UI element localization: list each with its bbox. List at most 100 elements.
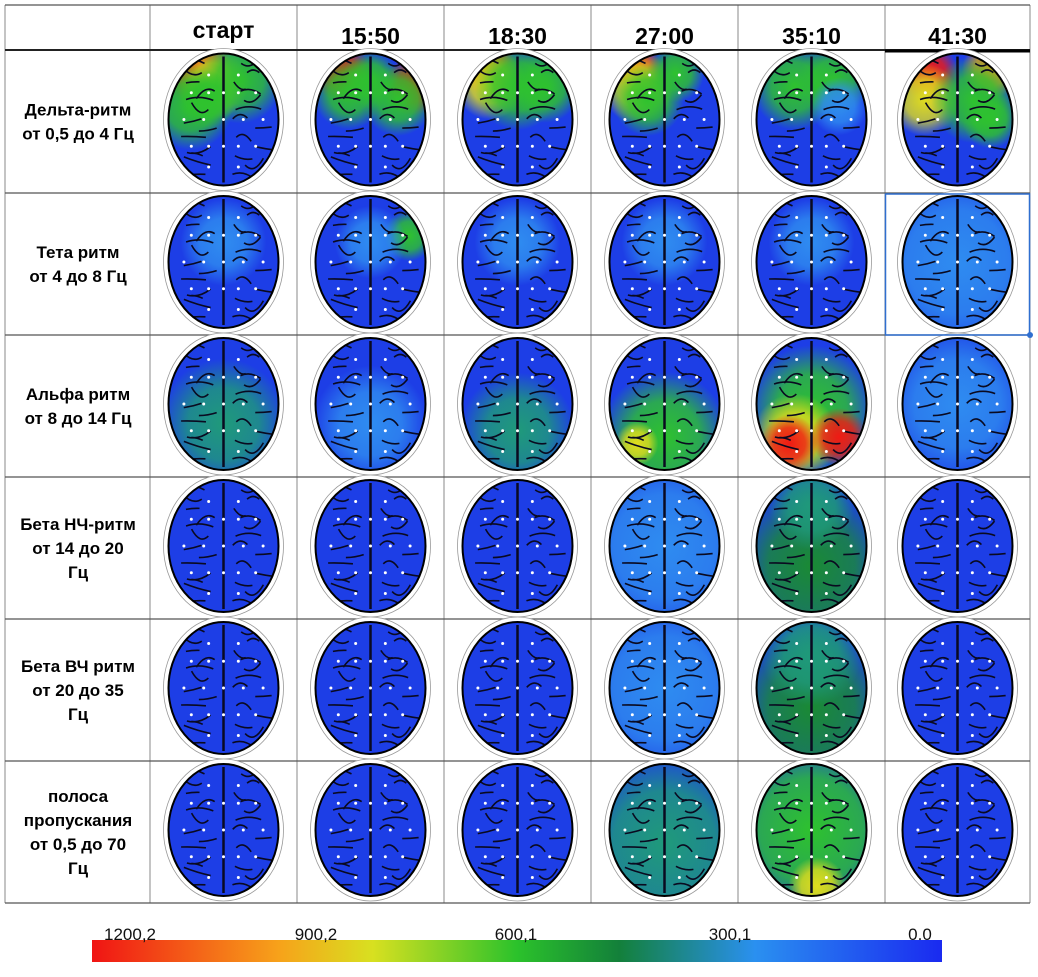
electrode bbox=[516, 517, 519, 521]
brain-sulcus bbox=[477, 402, 496, 409]
electrode bbox=[189, 801, 193, 805]
brain-map bbox=[604, 616, 725, 760]
electrode bbox=[824, 375, 828, 379]
brain-map bbox=[897, 48, 1018, 191]
electrode bbox=[501, 659, 505, 663]
electrode bbox=[354, 375, 358, 379]
brain-sulcus bbox=[968, 439, 987, 445]
scale-label: 900,2 bbox=[295, 925, 338, 944]
brain-sulcus bbox=[771, 686, 790, 693]
electrode bbox=[829, 686, 833, 690]
brain-sulcus bbox=[676, 844, 693, 853]
brain-sulcus bbox=[246, 495, 260, 500]
brain-sulcus bbox=[626, 665, 655, 670]
electrode bbox=[936, 544, 940, 548]
brain-sulcus bbox=[917, 544, 936, 551]
brain-sulcus bbox=[974, 515, 996, 522]
brain-sulcus bbox=[345, 127, 364, 132]
electrode bbox=[329, 402, 333, 406]
brain-sulcus bbox=[769, 278, 795, 281]
electrode bbox=[483, 801, 487, 805]
brain-sulcus bbox=[673, 113, 689, 120]
brain-sulcus bbox=[244, 584, 265, 596]
electrode bbox=[970, 517, 974, 521]
electrode bbox=[849, 686, 853, 690]
brain-sulcus bbox=[183, 866, 211, 877]
brain-sulcus bbox=[771, 260, 790, 267]
electrode bbox=[530, 233, 534, 237]
row-label: Дельта-ритм bbox=[25, 101, 132, 120]
brain-sulcus bbox=[989, 694, 1006, 698]
brain-sulcus bbox=[828, 88, 850, 95]
electrode bbox=[623, 260, 627, 264]
electrode bbox=[369, 144, 372, 148]
brain-sulcus bbox=[974, 88, 996, 95]
electrode bbox=[824, 592, 828, 596]
electrode bbox=[824, 357, 828, 361]
brain-sulcus bbox=[919, 665, 948, 670]
electrode bbox=[369, 287, 372, 291]
brain-sulcus bbox=[624, 544, 643, 551]
electrode bbox=[842, 801, 846, 805]
brain-sulcus bbox=[915, 846, 941, 849]
electrode bbox=[695, 144, 699, 148]
electrode bbox=[496, 118, 500, 121]
brain-sulcus bbox=[181, 420, 207, 423]
electrode bbox=[810, 659, 813, 663]
brain-sulcus bbox=[246, 353, 260, 358]
electrode bbox=[369, 855, 372, 859]
brain-sulcus bbox=[977, 662, 996, 672]
brain-sulcus bbox=[477, 866, 505, 877]
electrode bbox=[401, 517, 405, 521]
brain-sulcus bbox=[969, 560, 986, 569]
brain-sulcus bbox=[977, 520, 996, 530]
electrode bbox=[202, 828, 206, 832]
electrode bbox=[829, 260, 833, 264]
row-label: Бета ВЧ ритм bbox=[21, 657, 135, 676]
electrode bbox=[530, 375, 534, 379]
brain-sulcus bbox=[528, 439, 547, 445]
electrode bbox=[388, 686, 392, 690]
brain-sulcus bbox=[255, 268, 272, 272]
electrode bbox=[254, 713, 258, 717]
brain-sulcus bbox=[917, 118, 936, 124]
brain-sulcus bbox=[479, 239, 508, 244]
brain-sulcus bbox=[338, 578, 351, 584]
electrode bbox=[849, 828, 853, 832]
electrode bbox=[207, 215, 211, 219]
electrode bbox=[643, 544, 647, 548]
brain-sulcus bbox=[181, 278, 207, 281]
brain-outline bbox=[608, 195, 721, 329]
brain-outline bbox=[167, 195, 280, 329]
electrode bbox=[383, 571, 387, 575]
brain-sulcus bbox=[631, 102, 650, 114]
electrode bbox=[916, 686, 920, 690]
brain-sulcus bbox=[675, 723, 694, 729]
brain-sulcus bbox=[636, 88, 657, 100]
electrode bbox=[795, 571, 799, 575]
brain-sulcus bbox=[966, 682, 982, 688]
electrode bbox=[501, 801, 505, 805]
electrode bbox=[530, 713, 534, 717]
brain-sulcus bbox=[929, 88, 950, 100]
electrode bbox=[383, 783, 387, 787]
electrode bbox=[842, 375, 846, 379]
electrode bbox=[401, 144, 405, 148]
brain-sulcus bbox=[538, 584, 559, 596]
brain-sulcus bbox=[681, 231, 703, 238]
electrode bbox=[824, 641, 828, 645]
row-label: от 20 до 35 bbox=[32, 681, 123, 700]
electrode bbox=[663, 91, 666, 95]
brain-sulcus bbox=[382, 248, 409, 253]
brain-sulcus bbox=[330, 582, 358, 593]
electrode bbox=[207, 517, 211, 521]
brain-sulcus bbox=[342, 514, 363, 526]
brain-sulcus bbox=[479, 649, 494, 653]
electrode bbox=[777, 855, 781, 859]
brain-sulcus bbox=[379, 113, 395, 120]
electrode bbox=[401, 233, 405, 237]
electrode bbox=[354, 73, 358, 77]
brain-sulcus bbox=[475, 420, 501, 423]
brain-map bbox=[457, 474, 578, 618]
brain-sulcus bbox=[246, 211, 260, 216]
